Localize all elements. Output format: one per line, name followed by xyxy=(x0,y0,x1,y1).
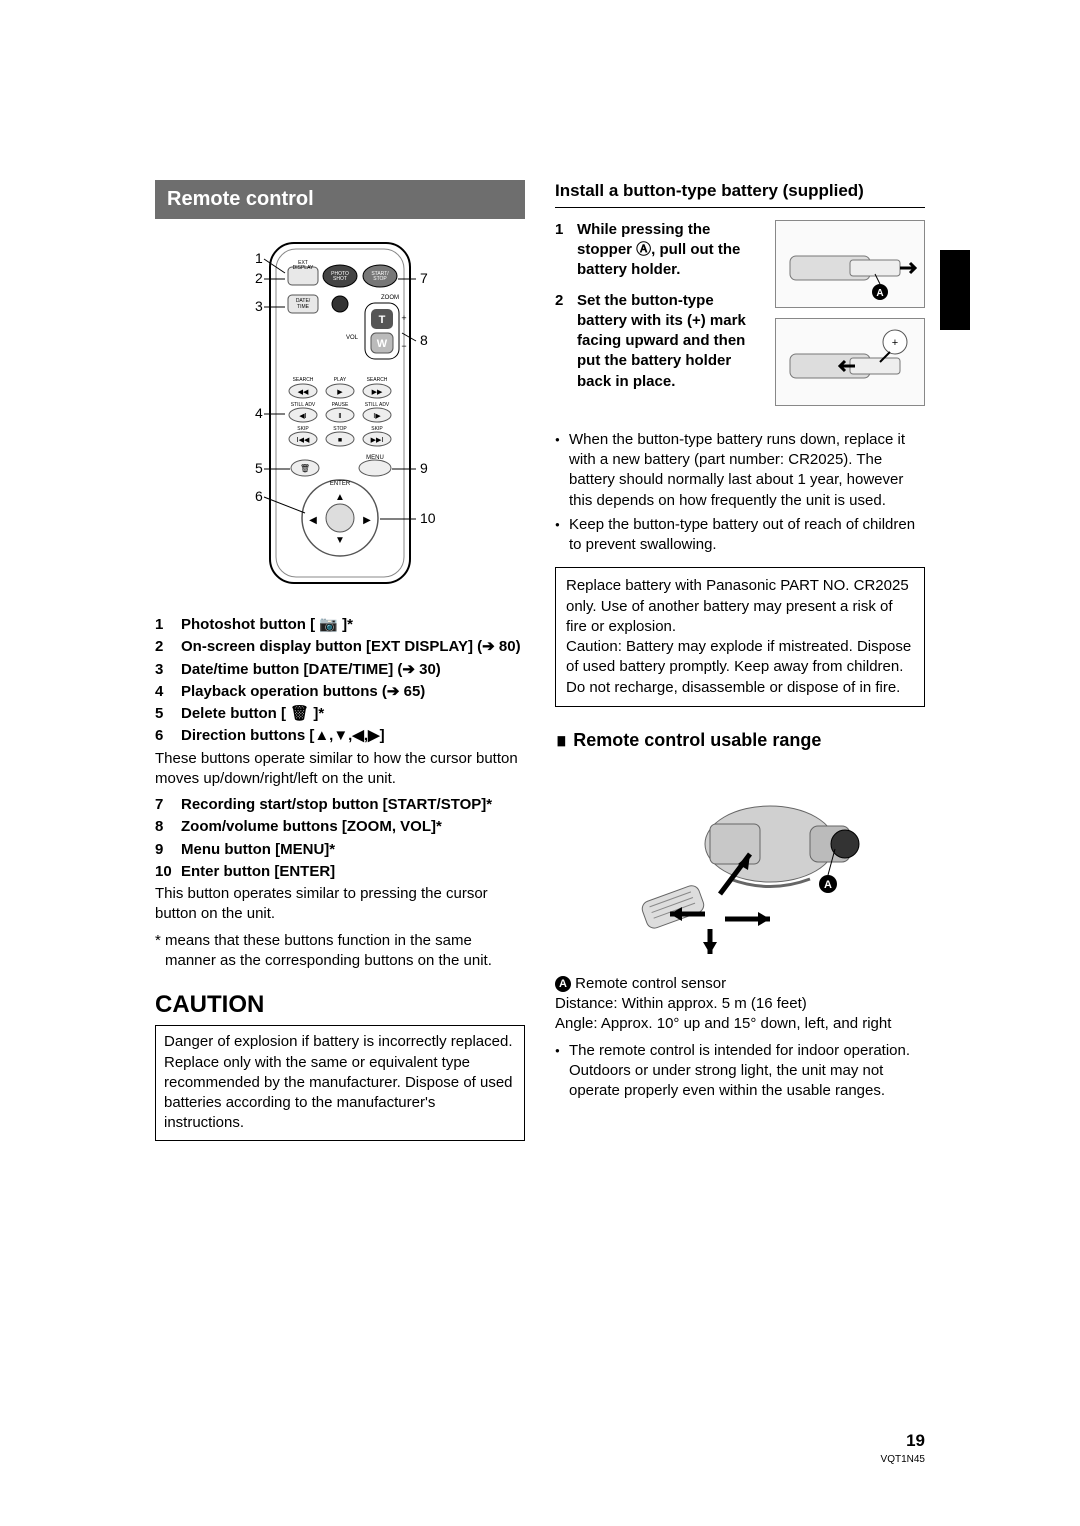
svg-text:STILL ADV: STILL ADV xyxy=(291,402,316,408)
svg-text:◀◀: ◀◀ xyxy=(298,389,309,396)
footnote: * means that these buttons function in t… xyxy=(155,931,525,972)
svg-text:▶▶Ⅰ: ▶▶Ⅰ xyxy=(371,437,384,444)
battery-steps: 1While pressing the stopper Ⓐ, pull out … xyxy=(555,220,925,416)
svg-text:Ⅱ: Ⅱ xyxy=(338,413,341,420)
svg-text:SKIP: SKIP xyxy=(371,426,383,432)
svg-text:▼: ▼ xyxy=(335,535,345,546)
battery-notes: When the button-type battery runs down, … xyxy=(555,430,925,556)
svg-text:▲: ▲ xyxy=(335,492,345,503)
caution-box: Danger of explosion if battery is incorr… xyxy=(155,1025,525,1140)
button-list: 1Photoshot button [ 📷 ]* 2On-screen disp… xyxy=(155,615,525,747)
svg-text:◀Ⅰ: ◀Ⅰ xyxy=(299,413,306,420)
svg-text:SHOT: SHOT xyxy=(333,276,347,282)
svg-text:VOL: VOL xyxy=(346,335,359,341)
svg-text:🗑: 🗑 xyxy=(300,464,310,473)
svg-text:Ⅰ◀◀: Ⅰ◀◀ xyxy=(297,437,310,444)
svg-text:2: 2 xyxy=(255,270,263,286)
svg-text:PLAY: PLAY xyxy=(334,377,347,383)
svg-text:3: 3 xyxy=(255,298,263,314)
svg-text:SEARCH: SEARCH xyxy=(293,377,314,383)
svg-text:STOP: STOP xyxy=(373,276,387,282)
svg-text:SEARCH: SEARCH xyxy=(367,377,388,383)
svg-text:8: 8 xyxy=(420,332,428,348)
svg-text:■: ■ xyxy=(338,437,342,444)
install-header: Install a button-type battery (supplied) xyxy=(555,180,925,208)
svg-text:A: A xyxy=(876,288,883,299)
svg-text:STILL ADV: STILL ADV xyxy=(365,402,390,408)
svg-text:SKIP: SKIP xyxy=(297,426,309,432)
content-columns: Remote control EXT DISPLAY PHOTO SHOT ST… xyxy=(155,180,925,1141)
svg-text:T: T xyxy=(379,314,386,326)
svg-text:A: A xyxy=(824,879,832,891)
svg-text:◀: ◀ xyxy=(309,515,317,526)
angle-line: Angle: Approx. 10° up and 15° down, left… xyxy=(555,1014,925,1034)
svg-text:9: 9 xyxy=(420,460,428,476)
svg-text:7: 7 xyxy=(420,270,428,286)
page-number: 19 VQT1N45 xyxy=(881,1430,925,1466)
range-header: Remote control usable range xyxy=(555,727,925,754)
svg-text:MENU: MENU xyxy=(366,455,384,461)
svg-text:W: W xyxy=(377,338,388,350)
left-column: Remote control EXT DISPLAY PHOTO SHOT ST… xyxy=(155,180,525,1141)
svg-text:6: 6 xyxy=(255,488,263,504)
battery-image-2: + xyxy=(775,318,925,406)
svg-text:STOP: STOP xyxy=(333,426,347,432)
svg-text:ZOOM: ZOOM xyxy=(381,295,399,301)
step-images: A + xyxy=(775,220,925,416)
remote-figure: EXT DISPLAY PHOTO SHOT START/ STOP DATE/… xyxy=(155,233,525,593)
range-notes: The remote control is intended for indoo… xyxy=(555,1041,925,1102)
right-column: Install a button-type battery (supplied)… xyxy=(555,180,925,1141)
caution-title: CAUTION xyxy=(155,989,525,1021)
battery-image-1: A xyxy=(775,220,925,308)
distance-line: Distance: Within approx. 5 m (16 feet) xyxy=(555,994,925,1014)
svg-text:TIME: TIME xyxy=(297,304,310,310)
svg-text:1: 1 xyxy=(255,250,263,266)
svg-text:4: 4 xyxy=(255,405,263,421)
svg-text:+: + xyxy=(892,337,898,349)
svg-text:Ⅰ▶: Ⅰ▶ xyxy=(373,413,381,420)
note10: This button operates similar to pressing… xyxy=(155,884,525,925)
battery-warning-box: Replace battery with Panasonic PART NO. … xyxy=(555,567,925,707)
side-tab xyxy=(940,250,970,330)
svg-text:▶▶: ▶▶ xyxy=(372,389,383,396)
svg-text:PAUSE: PAUSE xyxy=(332,402,349,408)
svg-text:5: 5 xyxy=(255,460,263,476)
svg-text:▶: ▶ xyxy=(363,515,371,526)
svg-text:ENTER: ENTER xyxy=(330,481,351,487)
step-text: 1While pressing the stopper Ⓐ, pull out … xyxy=(555,220,765,416)
svg-text:▶: ▶ xyxy=(337,389,343,396)
svg-text:10: 10 xyxy=(420,510,436,526)
svg-text:−: − xyxy=(401,341,406,351)
button-list-2: 7Recording start/stop button [START/STOP… xyxy=(155,795,525,882)
sensor-line: A Remote control sensor xyxy=(555,974,925,994)
remote-svg: EXT DISPLAY PHOTO SHOT START/ STOP DATE/… xyxy=(210,233,470,593)
range-figure: A xyxy=(610,764,870,964)
svg-text:+: + xyxy=(401,313,406,323)
note6: These buttons operate similar to how the… xyxy=(155,749,525,790)
section-header-remote: Remote control xyxy=(155,180,525,219)
svg-text:DISPLAY: DISPLAY xyxy=(293,265,314,271)
